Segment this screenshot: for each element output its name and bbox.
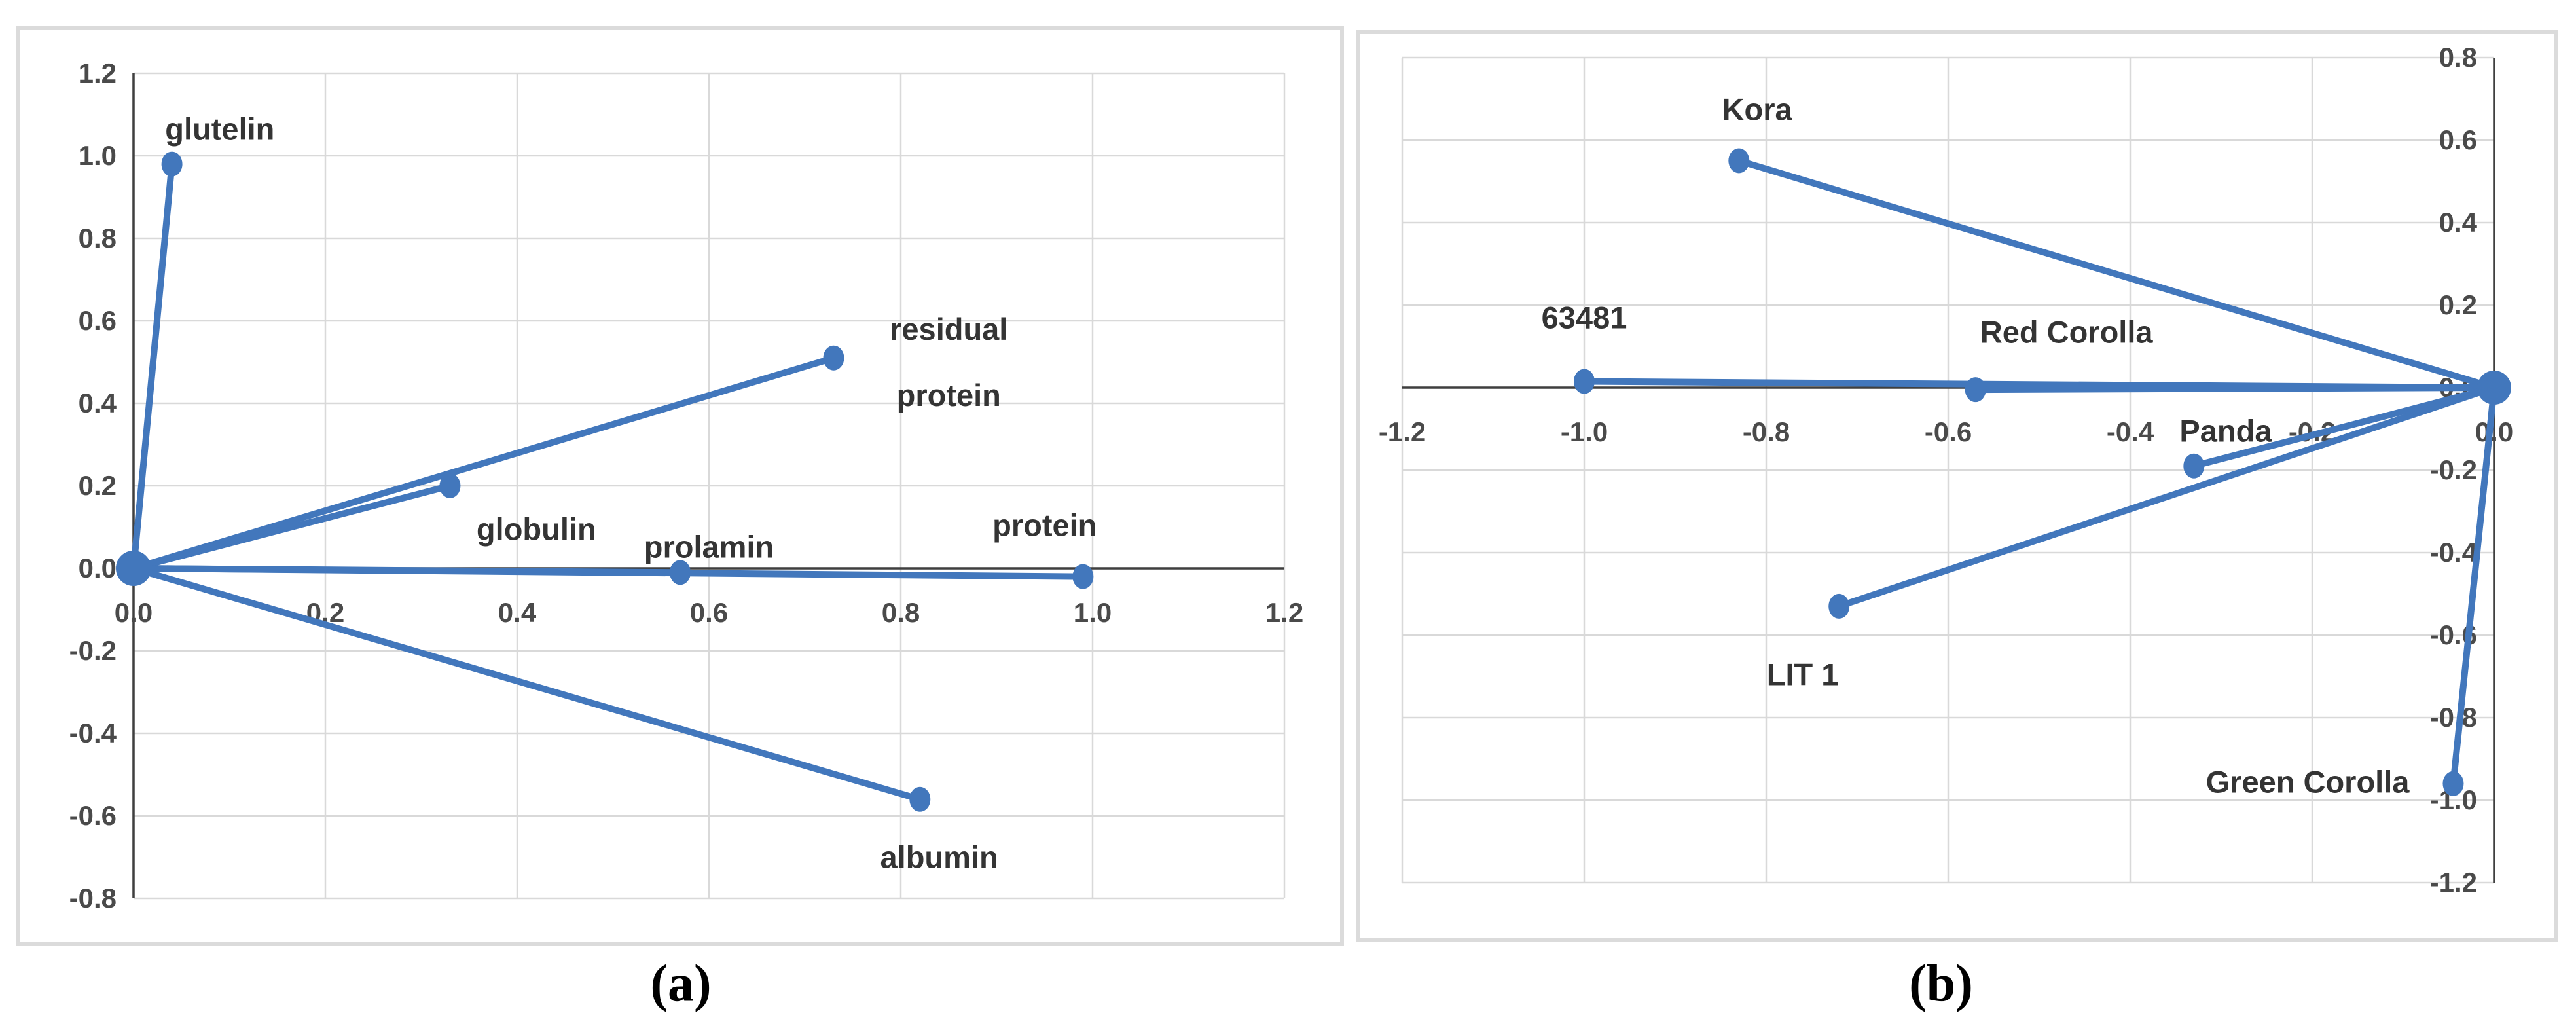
- x-tick-label-a-4: 0.8: [881, 597, 920, 628]
- caption-chart-a: (a): [650, 955, 712, 1013]
- x-tick-label-b-2: -0.8: [1742, 416, 1790, 447]
- x-tick-label-b-5: -0.2: [2288, 416, 2336, 447]
- point-label-a-5: albumin: [880, 839, 998, 875]
- y-tick-label-b-3: 0.2: [2439, 289, 2477, 320]
- x-tick-label-a-5: 1.0: [1073, 597, 1112, 628]
- y-tick-label-a-9: -0.6: [69, 800, 117, 831]
- y-tick-label-b-2: 0.4: [2439, 207, 2477, 238]
- y-tick-label-b-8: -0.8: [2429, 702, 2477, 733]
- point-label-a-0: glutelin: [165, 111, 275, 147]
- y-tick-label-b-9: -1.0: [2429, 784, 2477, 815]
- point-label-b-4: LIT 1: [1766, 657, 1839, 692]
- y-tick-label-b-4: 0.0: [2439, 372, 2477, 403]
- x-tick-label-a-1: 0.2: [306, 597, 345, 628]
- y-tick-label-b-10: -1.2: [2429, 867, 2477, 898]
- x-tick-label-b-3: -0.6: [1924, 416, 1972, 447]
- y-tick-label-a-0: 1.2: [78, 58, 117, 88]
- x-tick-label-b-1: -1.0: [1560, 416, 1608, 447]
- point-label-b-3: Panda: [2179, 413, 2272, 449]
- y-tick-label-a-10: -0.8: [69, 883, 117, 913]
- x-tick-label-b-6: 0.0: [2475, 416, 2514, 447]
- y-tick-label-a-7: -0.2: [69, 635, 117, 666]
- point-label-b-2: Red Corolla: [1980, 314, 2153, 350]
- y-tick-label-a-2: 0.8: [78, 223, 117, 253]
- x-tick-label-a-0: 0.0: [114, 597, 153, 628]
- point-label-a-4: protein: [992, 507, 1097, 543]
- y-tick-label-b-6: -0.4: [2429, 537, 2477, 568]
- point-label-a-2: globulin: [476, 511, 596, 547]
- x-tick-label-a-6: 1.2: [1265, 597, 1304, 628]
- y-tick-label-a-4: 0.4: [78, 388, 117, 418]
- x-tick-label-a-3: 0.6: [689, 597, 729, 628]
- y-tick-label-b-0: 0.8: [2439, 42, 2477, 73]
- y-tick-label-a-8: -0.4: [69, 718, 117, 748]
- x-tick-label-a-2: 0.4: [498, 597, 537, 628]
- caption-chart-b: (b): [1909, 955, 1973, 1013]
- y-tick-label-b-1: 0.6: [2439, 124, 2477, 155]
- panel-a: [16, 26, 1344, 946]
- x-tick-label-b-4: -0.4: [2106, 416, 2154, 447]
- y-tick-label-b-5: -0.2: [2429, 454, 2477, 485]
- point-label-b-5: Green Corolla: [2205, 764, 2410, 799]
- y-tick-label-a-6: 0.0: [78, 553, 117, 583]
- x-tick-label-b-0: -1.2: [1378, 416, 1426, 447]
- point-label-b-1: 63481: [1541, 300, 1627, 335]
- y-tick-label-a-3: 0.6: [78, 305, 117, 336]
- y-tick-label-a-1: 1.0: [78, 140, 117, 171]
- point-label-a-1: residual protein: [890, 312, 1008, 413]
- y-tick-label-a-5: 0.2: [78, 470, 117, 501]
- point-label-b-0: Kora: [1722, 92, 1792, 127]
- y-tick-label-b-7: -0.6: [2429, 619, 2477, 650]
- point-label-a-3: prolamin: [644, 529, 774, 564]
